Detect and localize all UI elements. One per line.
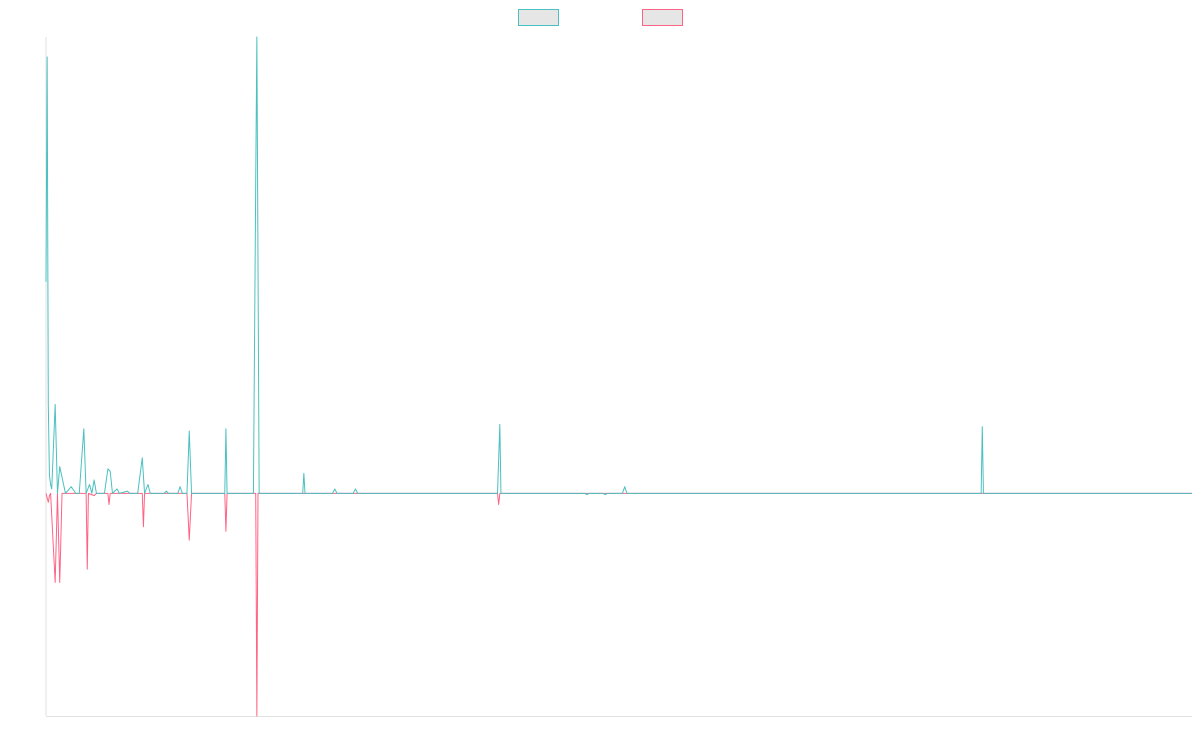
plot-area	[45, 36, 1192, 717]
series-line-1	[45, 36, 1192, 495]
axes	[45, 37, 1192, 717]
legend[interactable]	[518, 9, 683, 26]
series-line-2	[45, 492, 1192, 717]
legend-swatch-1[interactable]	[518, 9, 559, 26]
legend-swatch-2[interactable]	[642, 9, 683, 26]
